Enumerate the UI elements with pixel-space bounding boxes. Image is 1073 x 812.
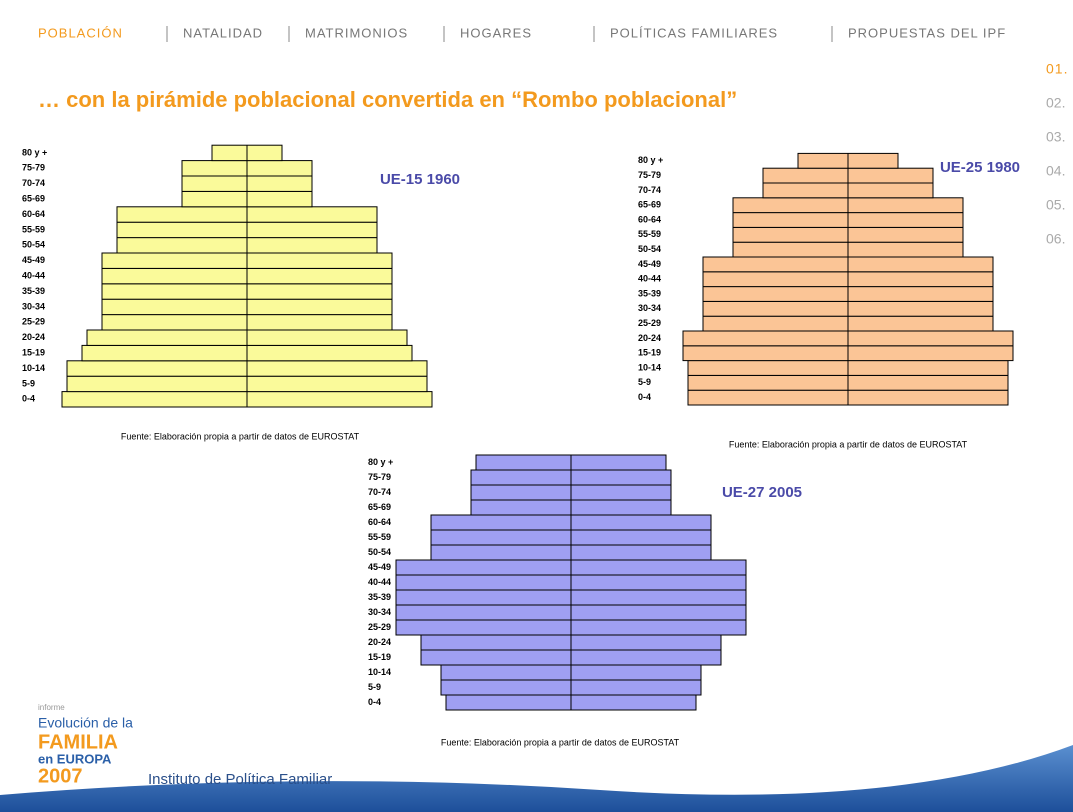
logo-line2: FAMILIA bbox=[38, 731, 118, 753]
chart-title: UE-25 1980 bbox=[940, 159, 1020, 176]
category-label: 5-9 bbox=[22, 378, 35, 388]
logo-small: informe bbox=[38, 703, 65, 712]
category-label: 75-79 bbox=[638, 170, 661, 180]
logo-institute: Instituto de Política Familiar bbox=[148, 771, 332, 788]
category-label: 45-49 bbox=[22, 255, 45, 265]
category-label: 15-19 bbox=[22, 347, 45, 357]
nav-item[interactable]: POBLACIÓN bbox=[38, 25, 123, 40]
category-label: 5-9 bbox=[638, 377, 651, 387]
category-label: 20-24 bbox=[638, 333, 661, 343]
side-item[interactable]: 05. bbox=[1046, 197, 1065, 213]
category-label: 55-59 bbox=[368, 532, 391, 542]
category-label: 25-29 bbox=[368, 622, 391, 632]
category-label: 0-4 bbox=[638, 392, 651, 402]
nav-item[interactable]: PROPUESTAS DEL IPF bbox=[848, 25, 1006, 40]
category-label: 25-29 bbox=[22, 317, 45, 327]
category-label: 60-64 bbox=[22, 209, 45, 219]
category-label: 50-54 bbox=[368, 547, 391, 557]
category-label: 45-49 bbox=[638, 259, 661, 269]
chart-title: UE-27 2005 bbox=[722, 484, 802, 501]
category-label: 65-69 bbox=[638, 200, 661, 210]
category-label: 40-44 bbox=[368, 577, 391, 587]
category-label: 70-74 bbox=[368, 487, 391, 497]
nav-item[interactable]: POLÍTICAS FAMILIARES bbox=[610, 25, 778, 40]
chart-source: Fuente: Elaboración propia a partir de d… bbox=[729, 439, 968, 449]
logo-line3: en EUROPA bbox=[38, 751, 112, 766]
category-label: 25-29 bbox=[638, 318, 661, 328]
category-label: 15-19 bbox=[368, 652, 391, 662]
category-label: 55-59 bbox=[638, 229, 661, 239]
category-label: 20-24 bbox=[22, 332, 45, 342]
nav-item[interactable]: MATRIMONIOS bbox=[305, 25, 408, 40]
category-label: 45-49 bbox=[368, 562, 391, 572]
category-label: 5-9 bbox=[368, 682, 381, 692]
category-label: 65-69 bbox=[22, 193, 45, 203]
category-label: 30-34 bbox=[638, 303, 661, 313]
category-label: 80 y + bbox=[638, 155, 663, 165]
category-label: 70-74 bbox=[22, 178, 45, 188]
category-label: 30-34 bbox=[368, 607, 391, 617]
logo-year: 2007 bbox=[38, 765, 83, 787]
category-label: 65-69 bbox=[368, 502, 391, 512]
nav-bar: POBLACIÓN NATALIDAD MATRIMONIOS HOGARES POLÍ… bbox=[38, 25, 1006, 42]
slide: POBLACIÓN NATALIDAD MATRIMONIOS HOGARES POLÍ… bbox=[0, 0, 1073, 812]
category-label: 80 y + bbox=[368, 457, 393, 467]
side-item[interactable]: 06. bbox=[1046, 231, 1065, 247]
chart-source: Fuente: Elaboración propia a partir de d… bbox=[441, 737, 680, 747]
category-label: 15-19 bbox=[638, 348, 661, 358]
category-label: 55-59 bbox=[22, 224, 45, 234]
category-label: 10-14 bbox=[368, 667, 391, 677]
category-label: 60-64 bbox=[638, 214, 661, 224]
category-label: 75-79 bbox=[368, 472, 391, 482]
category-label: 10-14 bbox=[638, 362, 661, 372]
side-item[interactable]: 03. bbox=[1046, 129, 1065, 145]
chart-source: Fuente: Elaboración propia a partir de d… bbox=[121, 431, 360, 441]
slide-title: … con la pirámide poblacional convertida… bbox=[38, 87, 737, 112]
side-item[interactable]: 02. bbox=[1046, 95, 1065, 111]
side-item[interactable]: 01. bbox=[1046, 61, 1068, 77]
nav-item[interactable]: HOGARES bbox=[460, 25, 532, 40]
category-label: 50-54 bbox=[638, 244, 661, 254]
category-label: 35-39 bbox=[638, 288, 661, 298]
category-label: 35-39 bbox=[22, 286, 45, 296]
category-label: 0-4 bbox=[368, 697, 381, 707]
nav-item[interactable]: NATALIDAD bbox=[183, 25, 263, 40]
category-label: 20-24 bbox=[368, 637, 391, 647]
category-label: 80 y + bbox=[22, 147, 47, 157]
category-label: 75-79 bbox=[22, 163, 45, 173]
chart-title: UE-15 1960 bbox=[380, 171, 460, 188]
logo-line1: Evolución de la bbox=[38, 715, 133, 731]
category-label: 35-39 bbox=[368, 592, 391, 602]
category-label: 40-44 bbox=[22, 270, 45, 280]
category-label: 70-74 bbox=[638, 185, 661, 195]
category-label: 30-34 bbox=[22, 301, 45, 311]
category-label: 10-14 bbox=[22, 363, 45, 373]
category-label: 0-4 bbox=[22, 394, 35, 404]
category-label: 40-44 bbox=[638, 274, 661, 284]
category-label: 60-64 bbox=[368, 517, 391, 527]
side-item[interactable]: 04. bbox=[1046, 163, 1065, 179]
category-label: 50-54 bbox=[22, 240, 45, 250]
